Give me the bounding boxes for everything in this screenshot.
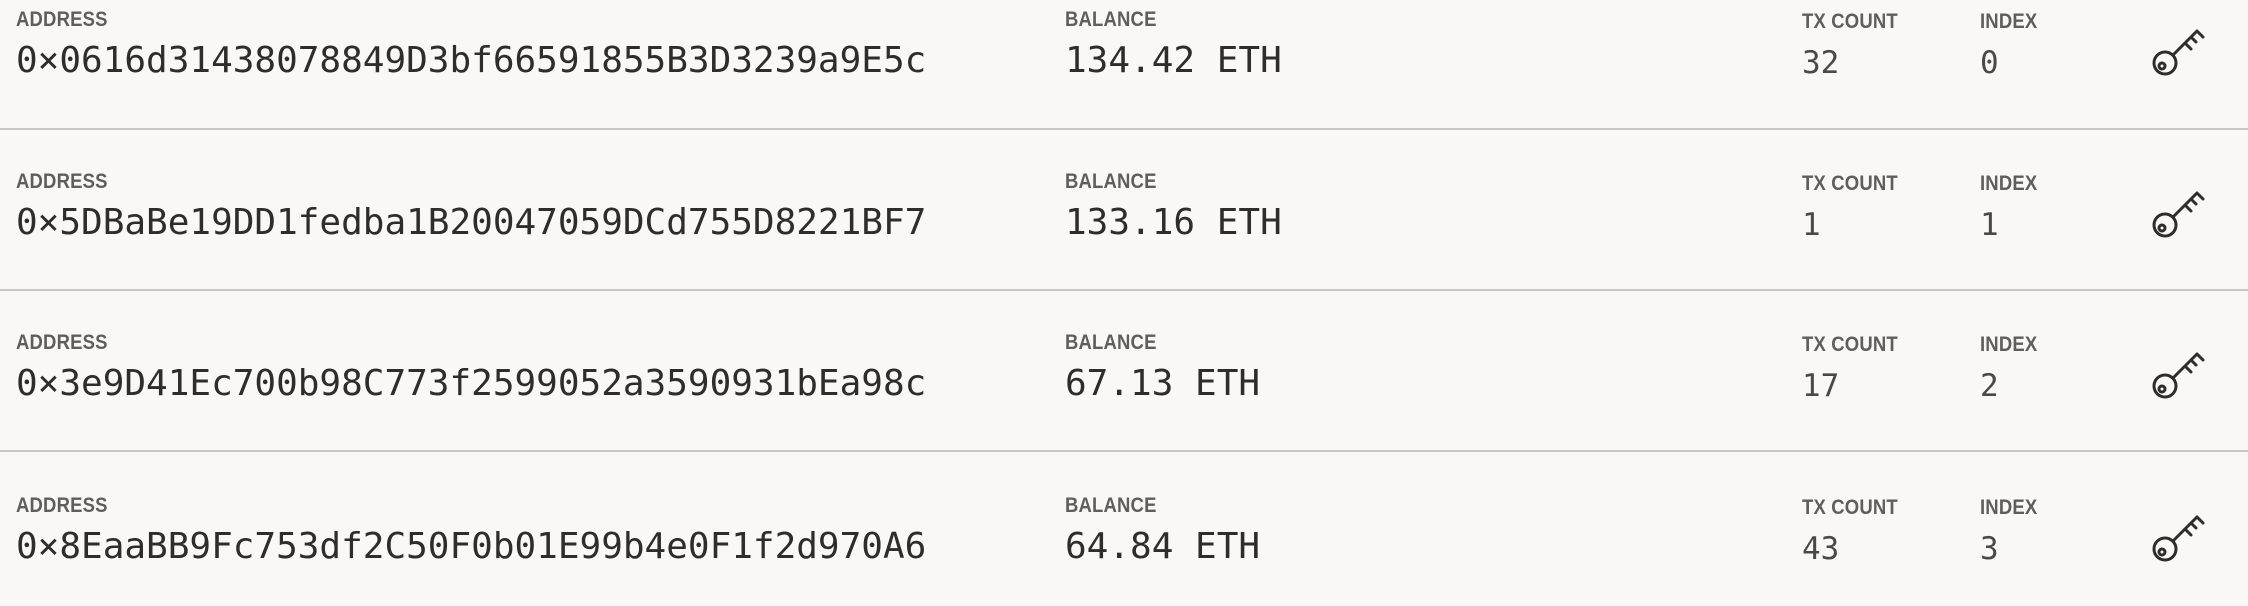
- key-icon[interactable]: [2150, 20, 2208, 78]
- tx-count-cell: TX COUNT 43: [1802, 452, 1922, 603]
- account-row: ADDRESS 0×8EaaBB9Fc753df2C50F0b01E99b4e0…: [0, 452, 2248, 603]
- balance-cell: BALANCE 67.13 ETH: [1065, 291, 1315, 450]
- balance-value: 134.42 ETH: [1065, 40, 1282, 81]
- key-icon[interactable]: [2150, 506, 2208, 564]
- tx-count-cell: TX COUNT 1: [1802, 130, 1922, 289]
- address-cell: ADDRESS 0×3e9D41Ec700b98C773f2599052a359…: [16, 291, 1026, 450]
- tx-count-value: 1: [1802, 207, 1821, 243]
- tx-count-label: TX COUNT: [1802, 10, 1898, 33]
- tx-count-cell: TX COUNT 32: [1802, 0, 1922, 128]
- index-value: 2: [1980, 368, 1999, 404]
- index-cell: INDEX 2: [1980, 291, 2080, 450]
- address-cell: ADDRESS 0×8EaaBB9Fc753df2C50F0b01E99b4e0…: [16, 452, 1026, 603]
- tx-count-value: 32: [1802, 45, 1840, 81]
- account-row: ADDRESS 0×3e9D41Ec700b98C773f2599052a359…: [0, 291, 2248, 452]
- balance-cell: BALANCE 134.42 ETH: [1065, 0, 1315, 128]
- index-label: INDEX: [1980, 10, 2038, 33]
- tx-count-cell: TX COUNT 17: [1802, 291, 1922, 450]
- address-value: 0×0616d31438078849D3bf66591855B3D3239a9E…: [16, 40, 927, 81]
- index-cell: INDEX 0: [1980, 0, 2080, 128]
- balance-label: BALANCE: [1065, 494, 1157, 517]
- tx-count-label: TX COUNT: [1802, 496, 1898, 519]
- address-value: 0×5DBaBe19DD1fedba1B20047059DCd755D8221B…: [16, 202, 927, 243]
- address-label: ADDRESS: [16, 8, 108, 31]
- index-label: INDEX: [1980, 333, 2038, 356]
- tx-count-label: TX COUNT: [1802, 333, 1898, 356]
- address-value: 0×8EaaBB9Fc753df2C50F0b01E99b4e0F1f2d970…: [16, 526, 927, 567]
- address-label: ADDRESS: [16, 331, 108, 354]
- address-cell: ADDRESS 0×0616d31438078849D3bf66591855B3…: [16, 0, 1026, 128]
- balance-label: BALANCE: [1065, 8, 1157, 31]
- address-label: ADDRESS: [16, 494, 108, 517]
- key-icon[interactable]: [2150, 182, 2208, 240]
- address-value: 0×3e9D41Ec700b98C773f2599052a3590931bEa9…: [16, 363, 927, 404]
- balance-cell: BALANCE 133.16 ETH: [1065, 130, 1315, 289]
- index-value: 1: [1980, 207, 1999, 243]
- index-cell: INDEX 1: [1980, 130, 2080, 289]
- address-label: ADDRESS: [16, 170, 108, 193]
- address-cell: ADDRESS 0×5DBaBe19DD1fedba1B20047059DCd7…: [16, 130, 1026, 289]
- balance-cell: BALANCE 64.84 ETH: [1065, 452, 1315, 603]
- tx-count-value: 17: [1802, 368, 1840, 404]
- balance-value: 64.84 ETH: [1065, 526, 1261, 567]
- index-value: 3: [1980, 531, 1999, 567]
- index-label: INDEX: [1980, 172, 2038, 195]
- balance-label: BALANCE: [1065, 170, 1157, 193]
- index-value: 0: [1980, 45, 1999, 81]
- index-cell: INDEX 3: [1980, 452, 2080, 603]
- index-label: INDEX: [1980, 496, 2038, 519]
- account-row: ADDRESS 0×5DBaBe19DD1fedba1B20047059DCd7…: [0, 130, 2248, 291]
- account-row: ADDRESS 0×0616d31438078849D3bf66591855B3…: [0, 0, 2248, 130]
- tx-count-value: 43: [1802, 531, 1840, 567]
- balance-value: 133.16 ETH: [1065, 202, 1282, 243]
- tx-count-label: TX COUNT: [1802, 172, 1898, 195]
- key-icon[interactable]: [2150, 343, 2208, 401]
- balance-value: 67.13 ETH: [1065, 363, 1261, 404]
- balance-label: BALANCE: [1065, 331, 1157, 354]
